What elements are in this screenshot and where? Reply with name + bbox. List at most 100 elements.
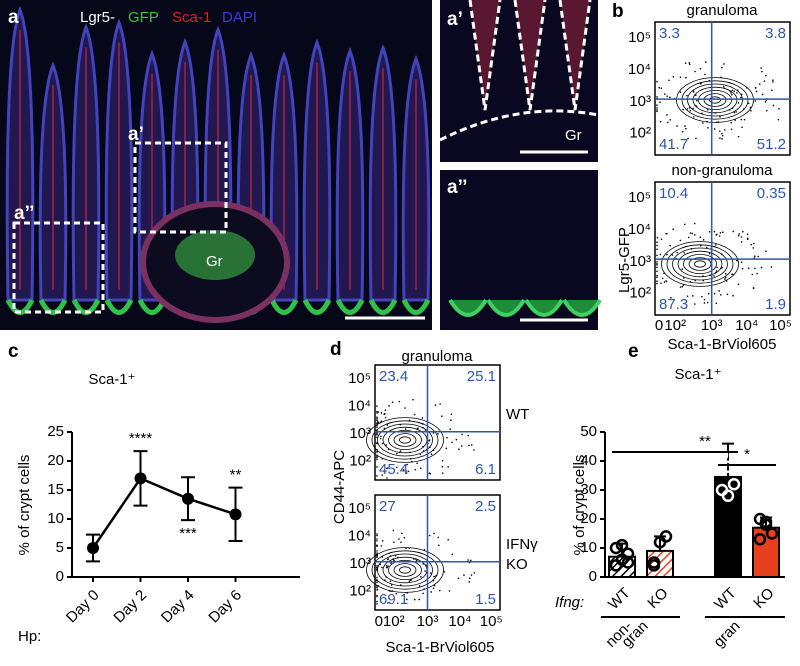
event-dot: [740, 96, 742, 99]
contour: [377, 423, 433, 457]
event-dot: [421, 417, 424, 419]
event-dot: [656, 280, 658, 282]
event-dot: [391, 401, 394, 403]
quadrant-percent: 45.4: [379, 461, 408, 478]
event-dot: [691, 232, 694, 235]
event-dot: [718, 235, 721, 237]
event-dot: [752, 247, 755, 249]
event-dot: [672, 228, 675, 231]
quadrant-percent: 27: [379, 498, 396, 515]
y-tick-label: 10⁵: [348, 370, 371, 387]
data-point: [182, 492, 194, 505]
event-dot: [760, 67, 762, 69]
event-dot: [747, 267, 750, 269]
event-dot: [730, 121, 733, 124]
event-dot: [705, 61, 707, 63]
event-dot: [385, 444, 388, 446]
event-dot: [441, 415, 443, 418]
event-dot: [376, 451, 378, 453]
event-dot: [392, 529, 395, 532]
x-tick-label: WT: [711, 585, 740, 614]
event-dot: [676, 251, 678, 254]
event-dot: [765, 250, 767, 252]
event-dot: [713, 275, 715, 277]
event-dot: [376, 595, 378, 598]
data-point: [765, 527, 779, 540]
event-dot: [398, 538, 400, 540]
event-dot: [715, 302, 718, 304]
event-dot: [733, 90, 736, 93]
event-dot: [395, 466, 398, 469]
contour: [683, 253, 717, 274]
event-dot: [385, 566, 388, 569]
event-dot: [742, 230, 744, 233]
event-dot: [659, 120, 662, 123]
data-point: [609, 541, 623, 555]
event-dot: [694, 303, 696, 305]
event-dot: [450, 413, 453, 416]
contour: [371, 550, 439, 590]
villus: [558, 0, 592, 111]
event-dot: [381, 442, 384, 445]
event-dot: [695, 94, 697, 97]
x-tick-label: 0: [375, 613, 383, 630]
event-dot: [733, 111, 736, 114]
event-dot: [708, 252, 711, 255]
event-dot: [387, 558, 389, 561]
event-dot: [376, 405, 378, 408]
y-tick-label: 10²: [629, 285, 651, 302]
contour: [661, 241, 739, 287]
contour: [692, 86, 738, 114]
y-tick-label: 5: [56, 539, 64, 556]
event-dot: [457, 577, 460, 580]
event-dot: [376, 564, 378, 567]
y-tick-label: 50: [580, 423, 597, 440]
panel-letter: a: [8, 7, 19, 28]
event-dot: [656, 263, 658, 265]
event-dot: [761, 93, 764, 96]
x-axis-label: Sca-1-BrViol605: [386, 639, 495, 656]
event-dot: [665, 232, 668, 235]
event-dot: [723, 129, 726, 131]
event-dot: [723, 63, 725, 65]
event-dot: [386, 467, 388, 470]
y-axis-label: % of crypt cells: [16, 455, 33, 556]
event-dot: [420, 467, 422, 469]
event-dot: [376, 456, 378, 459]
event-dot: [737, 235, 740, 237]
event-dot: [437, 433, 439, 435]
event-dot: [704, 73, 706, 76]
event-dot: [451, 553, 454, 556]
x-tick-label: Day 4: [158, 587, 198, 627]
y-tick-label: 10⁴: [348, 527, 371, 544]
event-dot: [400, 584, 402, 586]
event-dot: [412, 398, 414, 401]
data-point: [753, 533, 767, 546]
event-dot: [394, 555, 397, 557]
data-point: [721, 489, 735, 503]
contour: [393, 433, 417, 447]
contour: [371, 420, 439, 460]
event-dot: [396, 452, 398, 455]
y-tick-label: 10⁴: [628, 61, 651, 78]
inset-label: a’: [128, 124, 144, 145]
event-dot: [732, 294, 734, 297]
event-dot: [721, 134, 724, 137]
event-dot: [694, 70, 696, 73]
event-dot: [741, 267, 744, 270]
event-dot: [666, 253, 668, 256]
event-dot: [696, 99, 698, 102]
stain-label: DAPI: [222, 9, 257, 26]
condition-label: KO: [506, 556, 528, 573]
event-dot: [376, 412, 378, 414]
event-dot: [724, 278, 726, 280]
contour: [677, 250, 723, 278]
event-dot: [430, 591, 432, 593]
event-dot: [441, 472, 444, 474]
event-dot: [720, 66, 723, 69]
data-point: [715, 448, 729, 462]
x-tick-label: KO: [750, 585, 777, 612]
contour: [366, 417, 444, 463]
event-dot: [757, 255, 759, 258]
x-tick-label: 10³: [701, 317, 723, 334]
